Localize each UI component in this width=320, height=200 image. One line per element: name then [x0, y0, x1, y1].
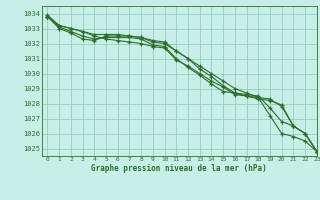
X-axis label: Graphe pression niveau de la mer (hPa): Graphe pression niveau de la mer (hPa)	[91, 164, 267, 173]
